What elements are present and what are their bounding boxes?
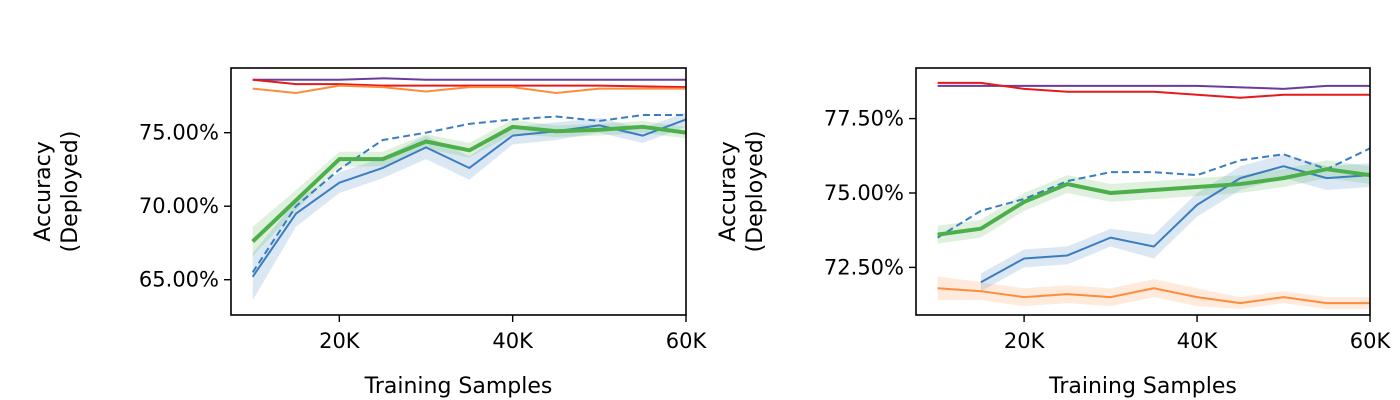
y-tick-label: 65.00%	[139, 268, 219, 292]
series-0-line	[937, 84, 1370, 90]
y-tick-label: 70.00%	[139, 194, 219, 218]
series-4-line	[251, 114, 686, 273]
y-axis-title-line: (Deployed)	[743, 131, 768, 253]
x-tick-label: 40K	[1177, 329, 1219, 353]
y-tick-label: 75.00%	[824, 181, 904, 205]
chart-panel-left: 20K 40K 60K 65.00% 70.00% 75.00% Training Samp…	[31, 67, 708, 399]
series-2-band	[937, 276, 1370, 310]
x-axis-title: Training Samples	[1048, 374, 1237, 399]
x-tick-label: 20K	[1004, 329, 1046, 353]
y-tick-label: 75.00%	[139, 121, 219, 145]
series-3-band	[252, 112, 686, 301]
series-5-band	[252, 119, 686, 257]
y-tick-label: 77.50%	[824, 107, 904, 131]
y-axis-title-line: (Deployed)	[58, 131, 83, 253]
series-2-line	[937, 287, 1370, 305]
x-tick-label: 60K	[666, 329, 708, 353]
y-tick-label: 72.50%	[824, 255, 904, 279]
y-axis-title-line: Accuracy	[31, 141, 56, 241]
axes-frame	[915, 67, 1371, 316]
y-axis-title: Accuracy(Deployed)	[31, 131, 83, 253]
x-axis-title: Training Samples	[364, 374, 553, 399]
series-4-line	[937, 147, 1370, 239]
series-0-line	[252, 77, 686, 81]
series-5-line	[251, 124, 686, 243]
series-3-band	[980, 154, 1370, 292]
plot-area	[251, 77, 686, 301]
y-axis-title: Accuracy(Deployed)	[716, 131, 768, 253]
axes-frame	[230, 67, 687, 316]
x-tick-label: 20K	[319, 329, 361, 353]
series-1-line	[252, 78, 686, 89]
chart-panel-right: 20K 40K 60K 72.50% 75.00% 77.50% Training Samp…	[716, 67, 1392, 399]
series-2-line	[252, 84, 686, 94]
x-tick-label: 60K	[1350, 329, 1392, 353]
x-tick-label: 40K	[492, 329, 534, 353]
series-1-line	[937, 81, 1370, 99]
y-axis-title-line: Accuracy	[716, 141, 741, 241]
series-5-line	[937, 167, 1370, 237]
plot-area	[937, 81, 1370, 310]
